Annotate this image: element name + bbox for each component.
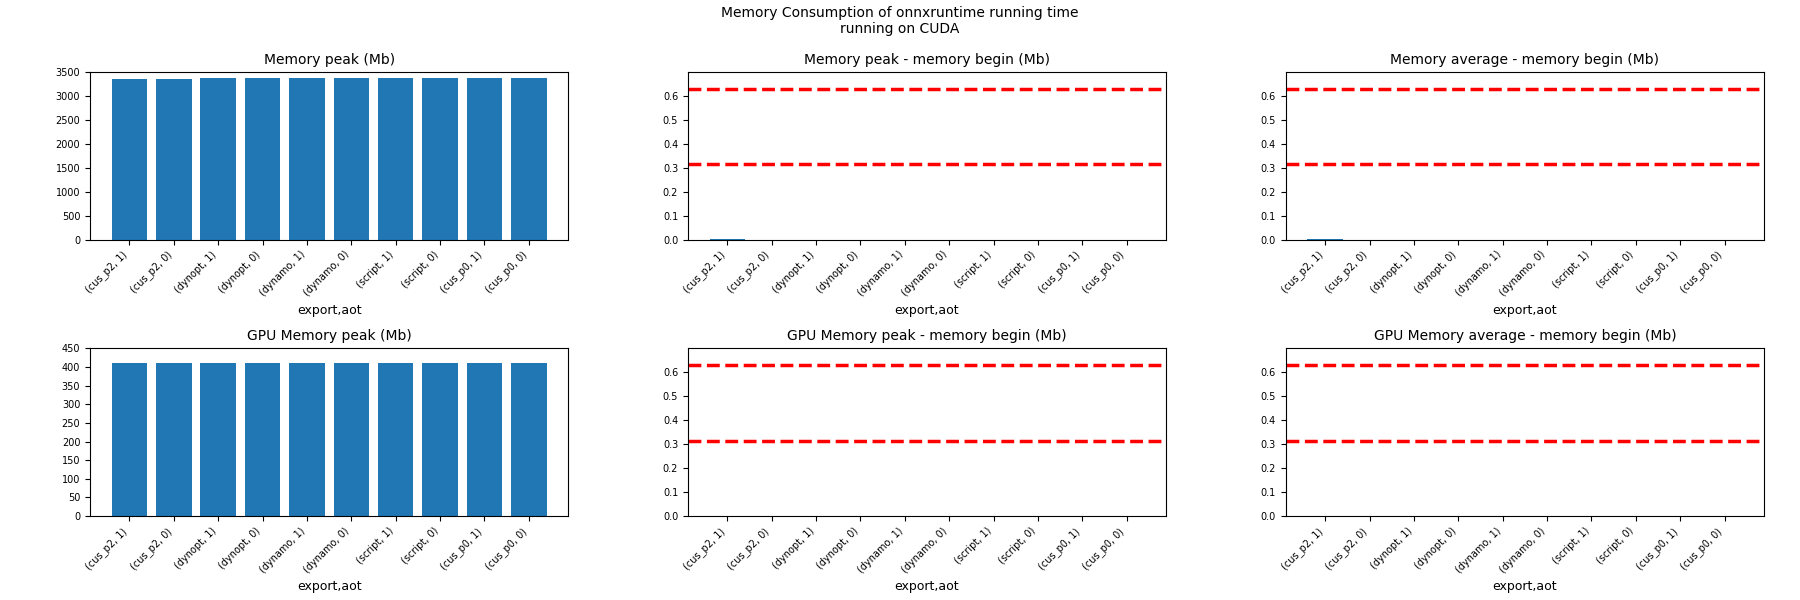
Bar bbox=[511, 78, 547, 239]
X-axis label: export,aot: export,aot bbox=[297, 304, 362, 317]
Title: Memory peak - memory begin (Mb): Memory peak - memory begin (Mb) bbox=[805, 53, 1049, 67]
Bar bbox=[466, 78, 502, 239]
Bar bbox=[423, 364, 457, 516]
Bar bbox=[200, 364, 236, 516]
Bar bbox=[290, 78, 324, 239]
Bar bbox=[378, 364, 414, 516]
Bar bbox=[112, 364, 148, 516]
X-axis label: export,aot: export,aot bbox=[1492, 304, 1557, 317]
X-axis label: export,aot: export,aot bbox=[895, 580, 959, 593]
X-axis label: export,aot: export,aot bbox=[895, 304, 959, 317]
Bar bbox=[245, 78, 281, 239]
Title: GPU Memory peak (Mb): GPU Memory peak (Mb) bbox=[247, 329, 412, 343]
Text: Memory Consumption of onnxruntime running time
running on CUDA: Memory Consumption of onnxruntime runnin… bbox=[722, 6, 1078, 36]
Title: GPU Memory average - memory begin (Mb): GPU Memory average - memory begin (Mb) bbox=[1373, 329, 1676, 343]
Bar bbox=[333, 364, 369, 516]
Bar bbox=[378, 78, 414, 239]
Bar bbox=[157, 364, 191, 516]
Bar bbox=[112, 79, 148, 239]
X-axis label: export,aot: export,aot bbox=[297, 580, 362, 593]
Bar bbox=[290, 364, 324, 516]
Bar bbox=[423, 78, 457, 239]
Bar bbox=[200, 78, 236, 239]
Bar bbox=[333, 78, 369, 239]
Bar bbox=[511, 364, 547, 516]
Title: GPU Memory peak - memory begin (Mb): GPU Memory peak - memory begin (Mb) bbox=[787, 329, 1067, 343]
Bar bbox=[245, 364, 281, 516]
Bar bbox=[466, 364, 502, 516]
Title: Memory peak (Mb): Memory peak (Mb) bbox=[263, 53, 394, 67]
Bar bbox=[157, 79, 191, 239]
Title: Memory average - memory begin (Mb): Memory average - memory begin (Mb) bbox=[1390, 53, 1660, 67]
X-axis label: export,aot: export,aot bbox=[1492, 580, 1557, 593]
